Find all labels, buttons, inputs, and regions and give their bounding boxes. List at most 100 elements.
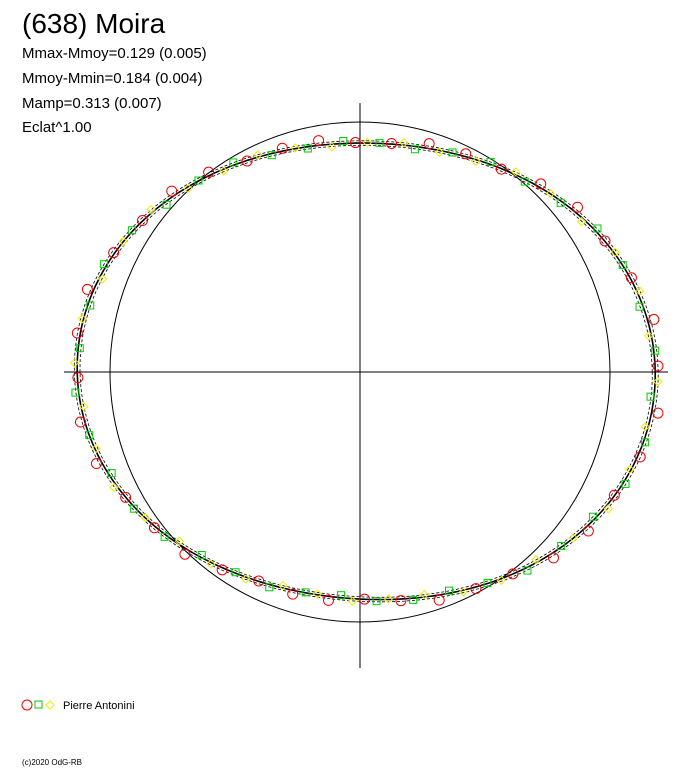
reference-circle — [109, 121, 611, 623]
observation — [395, 595, 407, 607]
observation — [90, 458, 102, 470]
observation — [219, 166, 229, 176]
observation — [229, 158, 238, 167]
observation — [643, 331, 654, 341]
observation — [576, 217, 587, 227]
observation — [651, 346, 660, 355]
observation — [290, 143, 300, 153]
observation — [265, 583, 274, 592]
stat-line: Mmax-Mmoy=0.129 (0.005) — [22, 45, 207, 62]
observation — [646, 392, 655, 401]
observation — [86, 301, 95, 310]
observation — [206, 559, 216, 569]
observation — [339, 137, 348, 146]
observation — [174, 536, 185, 546]
title: (638) Moira — [22, 8, 166, 39]
observation — [434, 147, 445, 158]
observation — [91, 443, 101, 454]
observation — [322, 594, 334, 606]
observation — [197, 551, 206, 560]
observation — [460, 148, 472, 160]
observation — [593, 224, 602, 233]
observation — [652, 407, 664, 419]
observation — [535, 178, 547, 190]
observation — [69, 358, 80, 368]
observation — [253, 149, 263, 160]
observation — [470, 583, 482, 595]
legend-label: Pierre Antonini — [63, 700, 135, 712]
observation — [410, 145, 419, 154]
observation — [621, 479, 630, 488]
observation — [588, 512, 597, 521]
observation — [303, 144, 312, 153]
legend-marker — [21, 699, 33, 711]
observation — [648, 313, 660, 325]
fit-curve — [76, 142, 656, 601]
footer: (c)2020 OdG-RB — [22, 758, 82, 767]
observation — [312, 589, 323, 599]
stat-line: Mmoy-Mmin=0.184 (0.004) — [22, 70, 202, 87]
observation — [194, 176, 203, 185]
observation — [582, 525, 594, 537]
observation — [166, 185, 178, 197]
observation — [640, 421, 650, 432]
fit-curve — [79, 144, 653, 598]
observation — [108, 247, 120, 259]
observation — [72, 372, 84, 384]
observation — [557, 542, 566, 551]
observation — [458, 587, 469, 597]
observation — [599, 235, 611, 247]
legend-marker — [34, 700, 43, 709]
observation — [409, 595, 418, 604]
observation — [241, 574, 251, 584]
observation — [97, 274, 108, 284]
observation — [507, 568, 519, 580]
observation — [608, 489, 620, 501]
observation — [313, 135, 325, 147]
observation — [120, 491, 132, 503]
observation — [337, 591, 346, 600]
observation — [140, 512, 150, 523]
observation — [448, 148, 457, 157]
observation — [136, 215, 148, 227]
observation — [383, 594, 394, 604]
observation — [444, 586, 453, 595]
legend-marker — [45, 700, 55, 710]
observation — [386, 137, 398, 149]
stat-line: Eclat^1.00 — [22, 119, 92, 136]
observation — [71, 327, 83, 339]
observation — [362, 137, 373, 148]
observation — [109, 482, 119, 493]
observation — [531, 554, 541, 565]
observation — [129, 504, 138, 513]
observation — [77, 314, 87, 324]
observation — [127, 226, 136, 235]
observation — [253, 575, 265, 587]
observation — [85, 431, 94, 440]
observation — [359, 593, 371, 605]
observation — [652, 360, 664, 372]
stat-line: Mamp=0.313 (0.007) — [22, 95, 162, 112]
observation — [568, 532, 578, 543]
observation — [641, 438, 650, 447]
observation — [635, 286, 645, 296]
observations — [69, 135, 664, 607]
observation — [276, 142, 288, 154]
observation — [375, 138, 384, 147]
observation — [372, 597, 381, 606]
observation — [216, 564, 228, 576]
observation — [634, 451, 646, 463]
observation — [146, 204, 156, 215]
observation — [81, 283, 93, 295]
observation — [545, 188, 556, 199]
observation — [347, 596, 358, 607]
observation — [107, 469, 116, 478]
observation — [419, 589, 430, 600]
observation — [510, 167, 521, 177]
observation — [556, 198, 565, 207]
observation — [618, 261, 627, 270]
observation — [495, 163, 507, 175]
observation — [79, 401, 89, 412]
